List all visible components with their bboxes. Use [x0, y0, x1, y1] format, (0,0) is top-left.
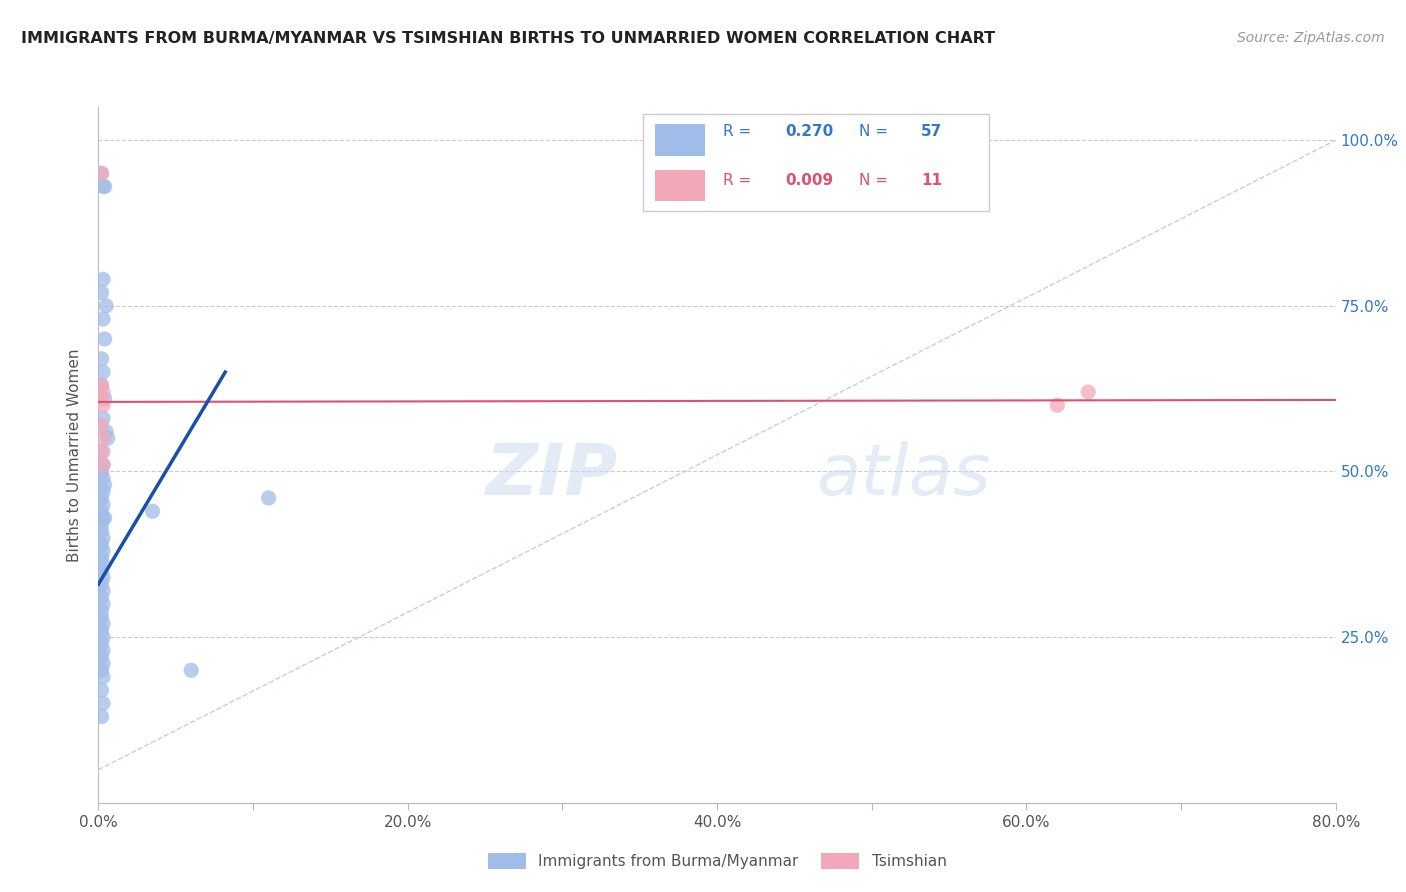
Y-axis label: Births to Unmarried Women: Births to Unmarried Women: [67, 348, 83, 562]
Point: [90, 524, 112, 538]
Point: [91, 670, 114, 684]
Text: ZIP: ZIP: [486, 442, 619, 510]
Point: [142, 504, 165, 518]
Text: IMMIGRANTS FROM BURMA/MYANMAR VS TSIMSHIAN BIRTHS TO UNMARRIED WOMEN CORRELATION: IMMIGRANTS FROM BURMA/MYANMAR VS TSIMSHI…: [21, 31, 995, 46]
Point: [90, 624, 112, 638]
Point: [91, 630, 114, 644]
Point: [90, 709, 112, 723]
Point: [91, 312, 114, 326]
FancyBboxPatch shape: [655, 124, 704, 156]
Point: [90, 444, 112, 458]
Point: [91, 643, 114, 657]
Text: 57: 57: [921, 124, 942, 139]
Text: N =: N =: [859, 172, 893, 187]
Point: [91, 398, 114, 412]
Point: [91, 544, 114, 558]
Point: [90, 683, 112, 698]
Point: [90, 504, 112, 518]
Point: [91, 272, 114, 286]
Point: [91, 657, 114, 671]
Point: [90, 418, 112, 433]
Text: atlas: atlas: [815, 442, 991, 510]
Point: [91, 531, 114, 545]
Point: [91, 458, 114, 472]
Point: [1046, 398, 1069, 412]
Point: [91, 583, 114, 598]
Point: [180, 663, 202, 677]
Point: [96, 299, 118, 313]
Point: [90, 166, 112, 180]
Point: [91, 471, 114, 485]
Point: [90, 610, 112, 624]
Point: [90, 491, 112, 505]
Point: [90, 285, 112, 300]
Point: [90, 166, 112, 180]
Point: [90, 378, 112, 392]
Text: 0.270: 0.270: [785, 124, 834, 139]
Point: [90, 650, 112, 665]
Point: [91, 616, 114, 631]
Point: [90, 591, 112, 605]
Point: [90, 351, 112, 366]
Point: [1077, 384, 1099, 399]
Point: [91, 597, 114, 611]
Point: [91, 444, 114, 458]
Point: [91, 431, 114, 445]
Point: [93, 477, 115, 491]
Point: [257, 491, 280, 505]
Text: 11: 11: [921, 172, 942, 187]
Point: [91, 365, 114, 379]
Text: Source: ZipAtlas.com: Source: ZipAtlas.com: [1237, 31, 1385, 45]
Point: [91, 570, 114, 584]
Point: [91, 411, 114, 425]
FancyBboxPatch shape: [655, 169, 704, 201]
Point: [91, 484, 114, 499]
Point: [97, 431, 120, 445]
Point: [90, 378, 112, 392]
Point: [90, 663, 112, 677]
Point: [91, 697, 114, 711]
Legend: Immigrants from Burma/Myanmar, Tsimshian: Immigrants from Burma/Myanmar, Tsimshian: [481, 847, 953, 875]
FancyBboxPatch shape: [643, 114, 990, 211]
Point: [90, 392, 112, 406]
Point: [93, 392, 115, 406]
Point: [90, 604, 112, 618]
Point: [90, 465, 112, 479]
Point: [91, 498, 114, 512]
Point: [91, 458, 114, 472]
Point: [93, 179, 115, 194]
Point: [91, 558, 114, 572]
Point: [93, 511, 115, 525]
Point: [90, 537, 112, 551]
Text: R =: R =: [723, 172, 756, 187]
Point: [93, 332, 115, 346]
Point: [90, 637, 112, 651]
Point: [90, 550, 112, 565]
Point: [90, 577, 112, 591]
Text: 0.009: 0.009: [785, 172, 834, 187]
Text: N =: N =: [859, 124, 893, 139]
Text: R =: R =: [723, 124, 756, 139]
Point: [96, 425, 118, 439]
Point: [91, 384, 114, 399]
Point: [90, 564, 112, 578]
Point: [90, 517, 112, 532]
Point: [91, 511, 114, 525]
Point: [91, 179, 114, 194]
